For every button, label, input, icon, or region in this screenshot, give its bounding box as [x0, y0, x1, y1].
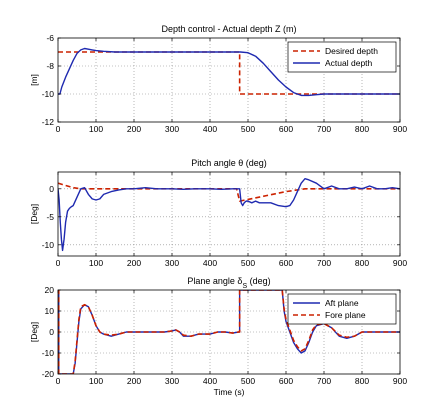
- x-tick-label: 400: [203, 124, 217, 134]
- legend-label: Actual depth: [325, 58, 373, 68]
- x-tick-label: 800: [355, 258, 369, 268]
- y-tick-label: -6: [46, 33, 54, 43]
- x-tick-label: 700: [317, 376, 331, 386]
- x-tick-label: 400: [203, 258, 217, 268]
- x-tick-label: 200: [127, 376, 141, 386]
- y-axis-label: [Deg]: [29, 204, 39, 224]
- x-tick-label: 700: [317, 258, 331, 268]
- series-line-2: [58, 178, 400, 252]
- legend-label: Aft plane: [325, 298, 359, 308]
- x-tick-label: 300: [165, 124, 179, 134]
- x-axis-label: Time (s): [214, 387, 245, 397]
- legend: Aft plane Fore plane: [287, 293, 397, 325]
- legend: Desired depth Actual depth: [287, 41, 397, 73]
- y-tick-label: -8: [46, 61, 54, 71]
- x-tick-label: 0: [56, 124, 61, 134]
- series-line-2: [58, 290, 400, 374]
- x-tick-label: 800: [355, 376, 369, 386]
- x-tick-label: 600: [279, 258, 293, 268]
- y-tick-label: 20: [45, 285, 55, 295]
- x-tick-label: 600: [279, 124, 293, 134]
- axes-box: [57, 37, 401, 123]
- axes-box: [57, 171, 401, 257]
- chart-title: Pitch angle θ (deg): [191, 158, 267, 168]
- x-tick-label: 0: [56, 376, 61, 386]
- x-tick-label: 500: [241, 124, 255, 134]
- x-tick-label: 100: [89, 258, 103, 268]
- x-tick-label: 500: [241, 258, 255, 268]
- legend-label: Desired depth: [325, 46, 378, 56]
- x-tick-label: 0: [56, 258, 61, 268]
- title-suffix: (deg): [247, 276, 271, 286]
- y-axis-label: [Deg]: [29, 322, 39, 342]
- y-tick-label: -10: [42, 240, 55, 250]
- y-axis-label: [m]: [29, 74, 39, 86]
- x-tick-label: 300: [165, 258, 179, 268]
- x-tick-label: 200: [127, 124, 141, 134]
- x-tick-label: 200: [127, 258, 141, 268]
- y-tick-label: -10: [42, 89, 55, 99]
- y-tick-label: 10: [45, 306, 55, 316]
- series-line-2: [58, 47, 400, 97]
- legend-label: Fore plane: [325, 310, 366, 320]
- y-tick-label: -5: [46, 212, 54, 222]
- x-tick-label: 400: [203, 376, 217, 386]
- y-tick-label: 0: [49, 327, 54, 337]
- x-tick-label: 900: [393, 124, 407, 134]
- x-tick-label: 900: [393, 376, 407, 386]
- title-subscript: S: [242, 283, 247, 290]
- x-tick-label: 300: [165, 376, 179, 386]
- legend-box: [287, 41, 397, 73]
- plot-area: [58, 172, 400, 256]
- x-tick-label: 800: [355, 124, 369, 134]
- subplot-2: 0 100 200 300 400 500 600 700 800 900 0 -5 -10 Pitch …: [29, 158, 407, 268]
- x-tick-label: 900: [393, 258, 407, 268]
- x-tick-label: 100: [89, 376, 103, 386]
- y-tick-label: 0: [49, 184, 54, 194]
- legend-box: [287, 293, 397, 325]
- y-tick-label: -20: [42, 369, 55, 379]
- x-tick-label: 500: [241, 376, 255, 386]
- y-tick-label: -10: [42, 348, 55, 358]
- x-tick-label: 700: [317, 124, 331, 134]
- x-tick-label: 600: [279, 376, 293, 386]
- subplot-1: 0 100 200 300 400 500 600 700 800 900 -6 -8 -10 -12 De…: [29, 24, 407, 134]
- y-tick-label: -12: [42, 117, 55, 127]
- chart-title: Depth control - Actual depth Z (m): [161, 24, 296, 34]
- x-tick-label: 100: [89, 124, 103, 134]
